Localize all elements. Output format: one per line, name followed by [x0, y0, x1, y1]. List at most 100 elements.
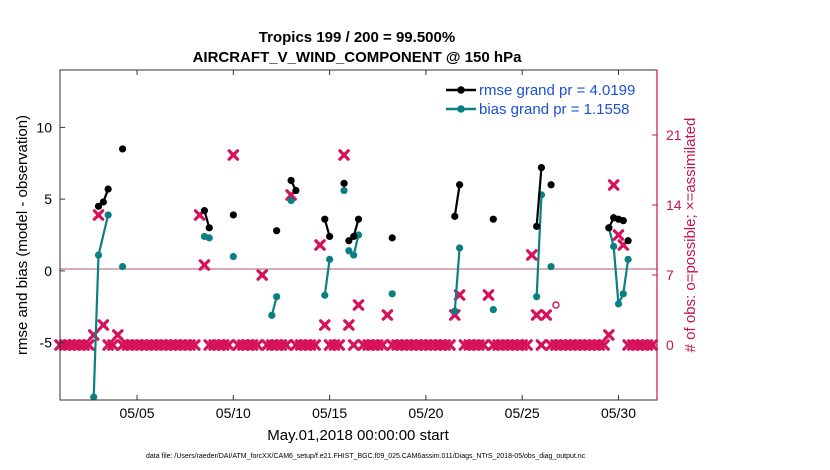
obs-assimilated-marker: [227, 149, 240, 161]
obs-assimilated-marker: [338, 149, 350, 161]
x-tick-label: 05/15: [312, 405, 347, 421]
legend-box: [441, 75, 654, 123]
obs-dot: [529, 252, 535, 258]
bias-point: [624, 255, 632, 263]
rmse-point: [489, 215, 497, 223]
x-tick-label: 05/05: [120, 405, 155, 421]
bias-point: [268, 311, 276, 319]
obs-assimilated-marker: [111, 329, 124, 341]
legend-bias-label: bias grand pr = 1.1558: [479, 101, 630, 118]
x-tick-label: 05/25: [505, 405, 540, 421]
bias-point: [90, 393, 98, 401]
obs-assimilated-marker: [256, 269, 269, 281]
obs-assimilated-marker: [97, 319, 110, 331]
right-y-axis-ticks: 0 7 14 21: [652, 127, 682, 353]
right-y-tick-label: 7: [666, 267, 674, 283]
rmse-point: [118, 145, 127, 153]
obs-dot: [100, 322, 106, 328]
obs-dot: [534, 312, 540, 318]
bias-point: [533, 293, 541, 301]
obs-dot: [225, 342, 232, 348]
right-y-tick-label: 0: [666, 337, 674, 353]
rmse-point: [292, 186, 300, 195]
obs-dot: [457, 292, 463, 298]
obs-assimilated-marker: [198, 259, 211, 271]
rmse-series-layer: [94, 145, 632, 245]
obs-dot: [254, 342, 260, 348]
legend-bias-marker: [457, 105, 465, 113]
bias-segment: [92, 214, 110, 398]
bias-point: [451, 307, 459, 315]
obs-dot: [341, 152, 347, 158]
bias-point: [614, 300, 623, 308]
rmse-point: [354, 215, 363, 223]
right-y-axis-label: # of obs: o=possible; ×=assimilated: [682, 118, 699, 353]
obs-assimilated-marker: [444, 339, 456, 351]
obs-assimilated-marker: [251, 339, 264, 351]
obs-count-layer: [54, 149, 658, 351]
obs-assimilated-marker: [314, 239, 326, 251]
obs-assimilated-marker: [381, 309, 394, 321]
right-y-tick-label: 21: [666, 127, 682, 143]
obs-assimilated-marker: [376, 339, 389, 351]
obs-assimilated-marker: [521, 339, 533, 351]
obs-assimilated-marker: [333, 339, 346, 351]
obs-dot: [481, 342, 487, 348]
obs-dot: [201, 262, 208, 268]
y-tick-label: 10: [36, 119, 52, 135]
bias-point: [321, 291, 329, 299]
obs-dot: [95, 212, 102, 218]
obs-dot: [384, 312, 390, 318]
bias-point: [489, 306, 497, 314]
bias-point: [456, 244, 464, 252]
rmse-point: [547, 181, 555, 189]
bias-point: [547, 262, 555, 271]
legend: rmse grand pr = 4.0199 bias grand pr = 1…: [441, 75, 654, 123]
bias-point: [619, 290, 627, 298]
obs-dot: [110, 342, 116, 348]
rmse-point: [350, 232, 358, 241]
rmse-point: [537, 163, 546, 172]
obs-assimilated-marker: [477, 339, 490, 351]
bias-point: [326, 255, 334, 263]
legend-rmse-label: rmse grand pr = 4.0199: [479, 82, 635, 99]
obs-assimilated-marker: [603, 329, 615, 341]
x-axis-ticks: 05/05 05/10 05/15 05/20 05/25 05/30: [120, 70, 636, 421]
bias-point: [345, 247, 353, 255]
rmse-point: [345, 237, 353, 245]
obs-dot: [606, 332, 612, 338]
obs-dot: [192, 342, 198, 348]
obs-dot: [283, 342, 289, 348]
obs-dot: [336, 342, 342, 348]
rmse-point: [287, 176, 295, 185]
rmse-point: [624, 237, 632, 245]
obs-dot: [524, 342, 530, 348]
rmse-point: [321, 215, 329, 223]
obs-assimilated-marker: [318, 319, 331, 331]
rmse-point: [456, 181, 464, 189]
obs-dot: [355, 302, 362, 308]
bias-point: [340, 186, 348, 195]
rmse-point: [200, 207, 209, 215]
bias-point: [287, 196, 295, 205]
obs-assimilated-marker: [347, 339, 360, 351]
obs-dot: [230, 152, 236, 158]
chart-title: Tropics 199 / 200 = 99.500%: [259, 29, 455, 46]
obs-dot: [538, 342, 545, 348]
bias-series-layer: [90, 186, 632, 401]
chart-subtitle: AIRCRAFT_V_WIND_COMPONENT @ 150 hPa: [193, 49, 523, 66]
obs-dot: [312, 342, 318, 348]
rmse-point: [451, 212, 459, 220]
bias-point: [118, 262, 127, 271]
obs-assimilated-marker: [352, 299, 365, 311]
obs-dot: [115, 332, 121, 338]
obs-dot: [485, 292, 492, 298]
rmse-point: [388, 234, 396, 242]
y-tick-label: -5: [40, 335, 53, 351]
obs-assimilated-marker: [343, 319, 355, 331]
obs-dot: [317, 242, 323, 248]
bias-point: [350, 251, 358, 259]
bias-point: [229, 252, 237, 261]
obs-assimilated-marker: [280, 339, 293, 351]
